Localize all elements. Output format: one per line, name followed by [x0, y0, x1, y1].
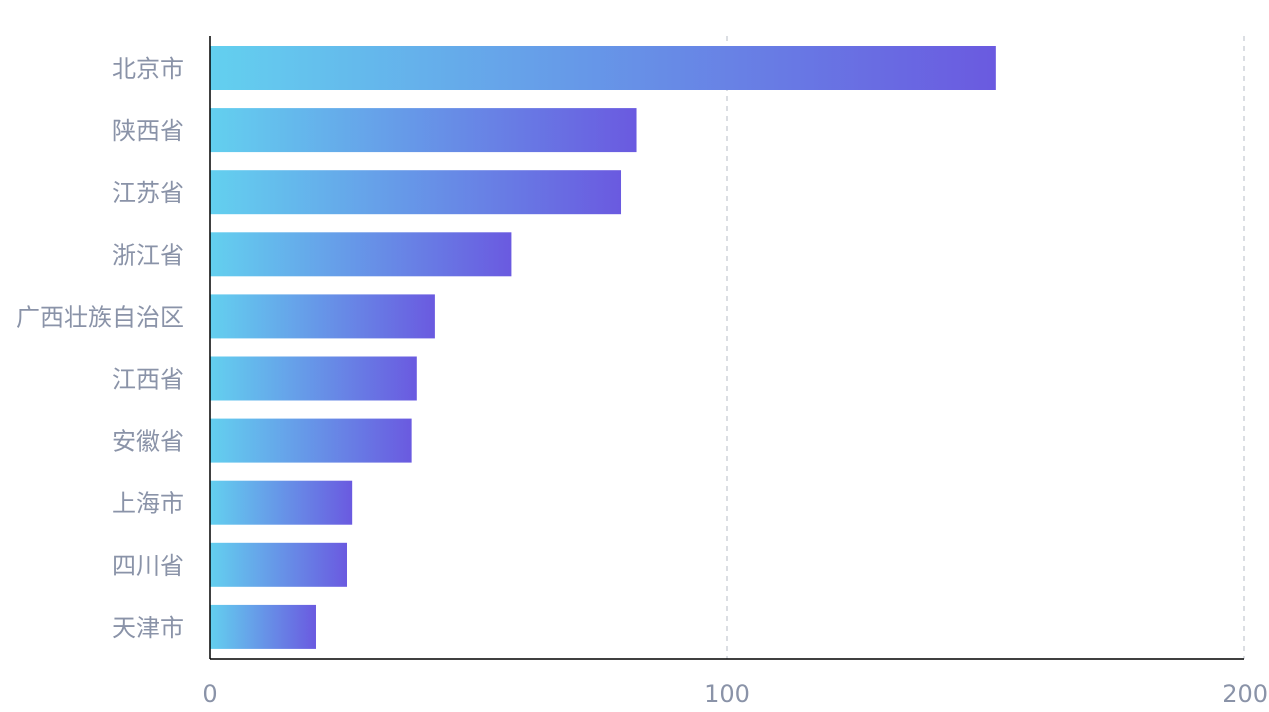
bar-2 — [210, 170, 622, 215]
bar-5 — [210, 356, 417, 401]
grid-layer — [726, 36, 1245, 659]
x-tick-label: 0 — [202, 680, 217, 708]
bar-9 — [210, 604, 316, 649]
bar-7 — [210, 480, 353, 525]
bar-3 — [210, 232, 512, 277]
x-tick-label: 200 — [1222, 680, 1268, 708]
axis-layer — [209, 36, 1244, 660]
category-label: 浙江省 — [112, 241, 184, 269]
category-label: 上海市 — [112, 490, 184, 518]
category-label: 广西壮族自治区 — [16, 303, 184, 331]
bar-4 — [210, 294, 435, 339]
x-tick-labels: 0 100 200 — [202, 680, 1268, 708]
category-label: 江苏省 — [112, 179, 184, 207]
bar-0 — [210, 46, 996, 90]
bar-6 — [210, 418, 412, 463]
category-label: 江西省 — [112, 366, 184, 394]
category-label: 四川省 — [112, 552, 184, 580]
category-label: 陕西省 — [112, 117, 184, 145]
category-label: 天津市 — [112, 614, 184, 642]
bar-8 — [210, 542, 348, 587]
bar-1 — [210, 108, 637, 153]
category-label: 北京市 — [112, 55, 184, 83]
bar-layer — [210, 46, 996, 649]
x-tick-label: 100 — [704, 680, 750, 708]
category-label: 安徽省 — [112, 428, 184, 456]
